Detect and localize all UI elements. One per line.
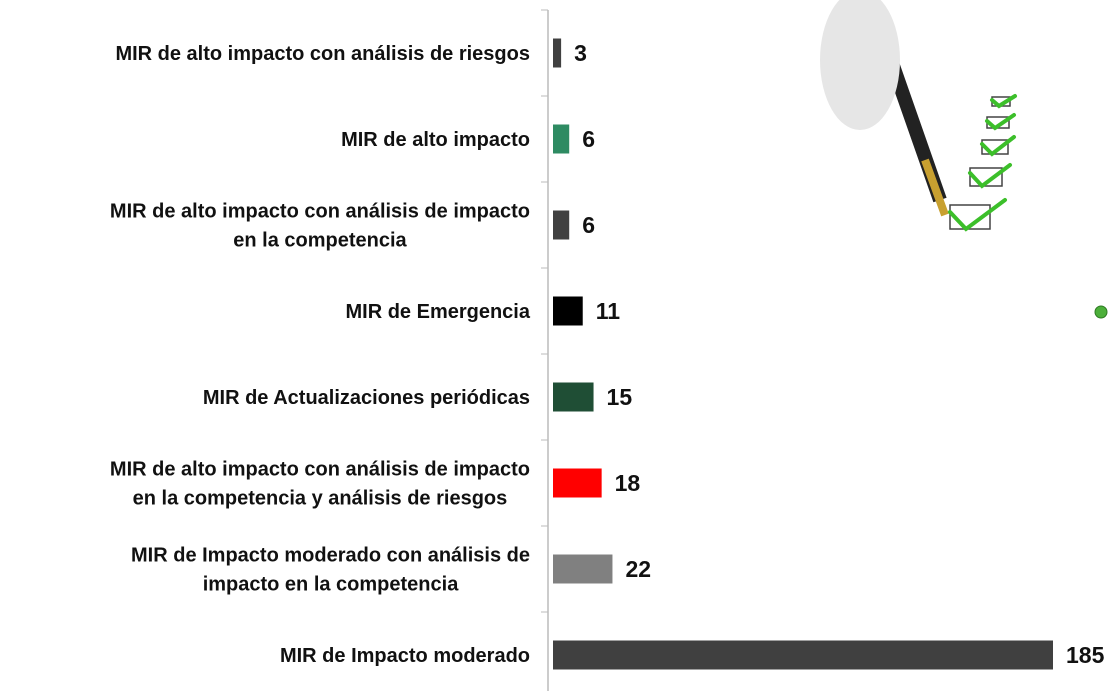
value-label: 185 [1066, 642, 1105, 668]
category-label: MIR de alto impacto [341, 129, 530, 151]
value-label: 18 [615, 470, 641, 496]
value-label: 22 [625, 556, 651, 582]
value-label: 3 [574, 40, 587, 66]
dot [1095, 306, 1107, 318]
page: {"chart_data": {"type": "hbar", "categor… [0, 0, 1111, 691]
bar [553, 641, 1053, 670]
category-label: MIR de alto impacto con análisis de impa… [110, 459, 530, 510]
bar [553, 297, 583, 326]
checkboxes [950, 97, 1010, 229]
bar [553, 469, 602, 498]
value-label: 6 [582, 126, 595, 152]
category-label: MIR de alto impacto con análisis de impa… [110, 201, 530, 252]
value-label: 15 [607, 384, 633, 410]
bar [553, 211, 569, 240]
bar [553, 555, 612, 584]
value-label: 11 [596, 298, 621, 324]
category-label: MIR de Actualizaciones periódicas [203, 387, 530, 409]
figure [820, 0, 900, 130]
value-label: 6 [582, 212, 595, 238]
checks [950, 96, 1015, 229]
bar [553, 125, 569, 154]
chart: MIR de alto impacto con análisis de ries… [0, 0, 1111, 691]
bar [553, 383, 594, 412]
category-label: MIR de Impacto moderado [280, 645, 530, 667]
illustration [820, 0, 1107, 318]
category-label: MIR de Emergencia [345, 301, 530, 323]
category-label: MIR de alto impacto con análisis de ries… [115, 43, 530, 65]
bar [553, 39, 561, 68]
